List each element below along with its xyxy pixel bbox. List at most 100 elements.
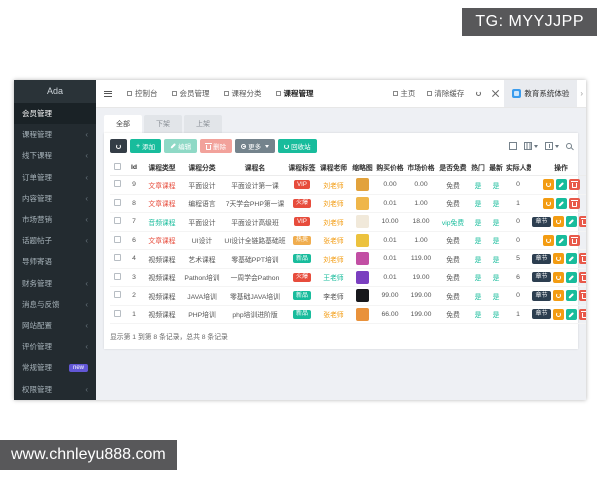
column-header[interactable]: 课程分类 xyxy=(181,159,223,176)
chapter-button[interactable]: 章节 xyxy=(532,216,551,227)
edit-button[interactable] xyxy=(555,234,567,246)
delete-button[interactable] xyxy=(578,271,586,283)
row-checkbox[interactable] xyxy=(114,198,121,206)
edit-button[interactable]: 编辑 xyxy=(164,139,198,153)
column-header[interactable]: 实际人数 xyxy=(505,159,531,176)
new-flag[interactable]: 是 xyxy=(487,305,505,324)
select-all-checkbox[interactable] xyxy=(114,162,121,170)
edit-button[interactable] xyxy=(565,253,577,265)
delete-button[interactable] xyxy=(578,290,586,302)
filter-tab[interactable]: 上架 xyxy=(184,115,222,133)
column-header[interactable]: 缩略图 xyxy=(350,159,375,176)
chapter-button[interactable]: 章节 xyxy=(532,309,551,320)
fullwidth-toggle-button[interactable] xyxy=(509,142,517,150)
toggle-button[interactable] xyxy=(542,234,554,246)
new-flag[interactable]: 是 xyxy=(487,175,505,195)
row-checkbox[interactable] xyxy=(114,291,121,299)
row-checkbox[interactable] xyxy=(114,180,121,188)
delete-button[interactable] xyxy=(568,234,580,246)
search-button[interactable] xyxy=(566,143,572,149)
delete-button[interactable] xyxy=(568,179,580,191)
sidebar-item[interactable]: 市场营销 ‹ xyxy=(14,209,96,230)
new-flag[interactable]: 是 xyxy=(487,286,505,306)
chevron-right-icon[interactable]: › xyxy=(580,89,583,98)
column-header[interactable]: 是否免费 xyxy=(437,159,469,176)
chapter-button[interactable]: 章节 xyxy=(532,272,551,283)
toggle-button[interactable] xyxy=(552,290,564,302)
toggle-button[interactable] xyxy=(552,253,564,265)
new-flag[interactable]: 是 xyxy=(487,231,505,250)
sidebar-item[interactable]: 导师寄语 xyxy=(14,251,96,272)
hot-flag[interactable]: 是 xyxy=(469,194,487,213)
column-header[interactable]: 课程标签 xyxy=(287,159,317,176)
edit-button[interactable] xyxy=(565,308,577,320)
export-button[interactable] xyxy=(545,142,559,150)
sidebar-item[interactable]: 常规管理 new xyxy=(14,357,96,378)
home-link[interactable]: 主页 xyxy=(387,88,421,99)
row-checkbox[interactable] xyxy=(114,235,121,243)
column-header[interactable]: 热门 xyxy=(469,159,487,176)
edit-button[interactable] xyxy=(555,179,567,191)
refresh-button[interactable] xyxy=(110,139,127,153)
chapter-button[interactable]: 章节 xyxy=(532,290,551,301)
filter-tab[interactable]: 下架 xyxy=(144,115,182,133)
column-header[interactable]: 课程名 xyxy=(223,159,287,176)
column-header[interactable]: 购买价格 xyxy=(375,159,405,176)
toggle-button[interactable] xyxy=(552,271,564,283)
topnav-tab[interactable]: 课程分类 xyxy=(217,80,269,107)
hot-flag[interactable]: 是 xyxy=(469,231,487,250)
toggle-button[interactable] xyxy=(542,197,554,209)
hot-flag[interactable]: 是 xyxy=(469,175,487,195)
sidebar-item[interactable]: 消息与反馈 ‹ xyxy=(14,294,96,315)
topnav-tab[interactable]: 课程管理 xyxy=(269,80,321,107)
toggle-button[interactable] xyxy=(552,308,564,320)
workspace-tab[interactable]: 教育系统体验 xyxy=(504,80,578,107)
delete-button[interactable]: 删除 xyxy=(200,139,233,153)
sidebar-item[interactable]: 网站配置 ‹ xyxy=(14,315,96,336)
hot-flag[interactable]: 是 xyxy=(469,212,487,232)
clear-cache-link[interactable]: 清除缓存 xyxy=(421,88,470,99)
sidebar-item[interactable]: 内容管理 ‹ xyxy=(14,188,96,209)
row-checkbox[interactable] xyxy=(114,272,121,280)
columns-button[interactable] xyxy=(524,142,538,150)
more-button[interactable]: 更多 xyxy=(235,139,276,153)
column-header[interactable]: 市场价格 xyxy=(405,159,437,176)
hot-flag[interactable]: 是 xyxy=(469,249,487,269)
column-header[interactable]: 课程类型 xyxy=(143,159,181,176)
sidebar-item[interactable]: 会员管理 xyxy=(14,103,96,125)
add-button[interactable]: + 添加 xyxy=(130,139,162,153)
sidebar-item[interactable]: 线下课程 ‹ xyxy=(14,145,96,166)
sidebar-item[interactable]: 话题帖子 ‹ xyxy=(14,230,96,251)
row-checkbox[interactable] xyxy=(114,309,121,317)
column-header[interactable]: 操作 xyxy=(531,159,586,176)
fullscreen-icon[interactable] xyxy=(492,90,499,97)
sidebar-item[interactable]: 订单管理 ‹ xyxy=(14,167,96,188)
toggle-button[interactable] xyxy=(552,216,564,228)
column-header[interactable]: Id xyxy=(125,159,143,176)
sidebar-item[interactable]: 评价管理 ‹ xyxy=(14,336,96,357)
toggle-button[interactable] xyxy=(542,179,554,191)
delete-button[interactable] xyxy=(568,197,580,209)
sidebar-item[interactable]: 权限管理 ‹ xyxy=(14,378,96,399)
hot-flag[interactable]: 是 xyxy=(469,286,487,306)
new-flag[interactable]: 是 xyxy=(487,194,505,213)
topnav-tab[interactable]: 控制台 xyxy=(120,80,165,107)
delete-button[interactable] xyxy=(578,216,586,228)
sidebar-item[interactable]: 课程管理 ‹ xyxy=(14,124,96,145)
hot-flag[interactable]: 是 xyxy=(469,268,487,287)
edit-button[interactable] xyxy=(565,271,577,283)
sidebar-item[interactable]: 财务管理 ‹ xyxy=(14,273,96,294)
chapter-button[interactable]: 章节 xyxy=(532,253,551,264)
hot-flag[interactable]: 是 xyxy=(469,305,487,324)
refresh-button[interactable] xyxy=(470,91,487,96)
row-checkbox[interactable] xyxy=(114,217,121,225)
new-flag[interactable]: 是 xyxy=(487,268,505,287)
hamburger-icon[interactable] xyxy=(104,90,112,97)
delete-button[interactable] xyxy=(578,308,586,320)
edit-button[interactable] xyxy=(555,197,567,209)
recycle-bin-button[interactable]: 回收站 xyxy=(278,139,317,153)
new-flag[interactable]: 是 xyxy=(487,249,505,269)
topnav-tab[interactable]: 会员管理 xyxy=(165,80,217,107)
filter-tab[interactable]: 全部 xyxy=(104,115,142,133)
new-flag[interactable]: 是 xyxy=(487,212,505,232)
